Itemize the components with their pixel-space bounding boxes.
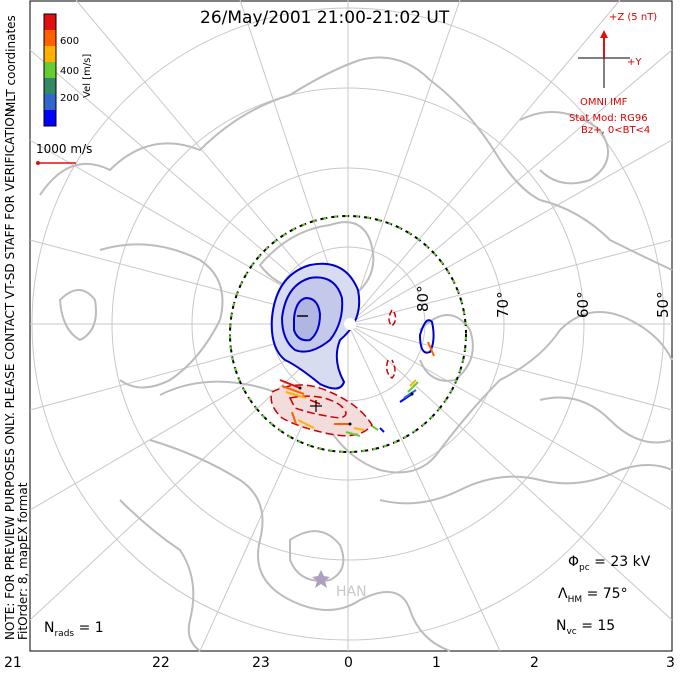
mlt-label-1: 1	[432, 655, 441, 671]
color-scale-bar	[43, 13, 57, 127]
map-title: 26/May/2001 21:00-21:02 UT	[200, 8, 450, 28]
negative-cell-east	[418, 319, 435, 354]
preview-note: NOTE: FOR PREVIEW PURPOSES ONLY. PLEASE …	[3, 104, 30, 640]
phi-pc-stat: Φpc = 23 kV	[568, 554, 651, 573]
mlt-label-0: 0	[344, 655, 353, 671]
imf-z-label: +Z (5 nT)	[609, 12, 658, 23]
scale-tick-600: 600	[60, 36, 80, 47]
plot-frame	[29, 0, 673, 652]
n-vc-value: = 15	[581, 618, 616, 634]
scale-tick-400: 400	[60, 66, 80, 77]
lat-label-70: 70°	[494, 291, 512, 318]
lambda-hm-value: = 75°	[586, 586, 628, 602]
reference-vector-label: 1000 m/s	[36, 142, 93, 156]
scale-label: Vel [m/s]	[82, 53, 93, 98]
longitude-grid	[29, 0, 673, 652]
velocity-vectors	[279, 341, 435, 437]
lat-label-60: 60°	[574, 291, 592, 318]
n-rads-value: = 1	[78, 620, 104, 636]
imf-condition: Bz+, 0<BT<4	[581, 125, 651, 136]
positive-cell-small-2	[385, 359, 396, 379]
station-han-marker	[312, 570, 330, 588]
vector-origins	[298, 386, 414, 426]
mlt-label-23: 23	[252, 655, 270, 671]
lambda-hm-stat: ΛHM = 75°	[558, 586, 628, 605]
imf-y-label: +Y	[627, 57, 642, 68]
station-han-label: HAN	[336, 584, 367, 600]
n-rads-stat: Nrads = 1	[44, 620, 104, 639]
coordinates-label: MLT coordinates	[4, 15, 18, 112]
reference-vector	[36, 161, 76, 165]
imf-source: OMNI IMF	[580, 97, 628, 108]
positive-cell-small-1	[388, 309, 397, 328]
mlt-label-3: 3	[666, 655, 675, 671]
n-vc-stat: Nvc = 15	[556, 618, 616, 637]
mlt-label-2: 2	[530, 655, 539, 671]
scale-tick-200: 200	[60, 93, 80, 104]
hm-boundary-dots	[229, 215, 467, 453]
negative-potential-cell	[270, 262, 361, 390]
imf-stat-model: Stat Mod: RG96	[569, 113, 648, 124]
imf-dial	[578, 30, 630, 88]
phi-pc-value: = 23 kV	[594, 554, 651, 570]
mlt-label-21: 21	[4, 655, 22, 671]
lat-label-50: 50°	[654, 291, 672, 318]
fit-order-note: FitOrder: 8, mapEX format	[16, 482, 30, 640]
lat-label-80: 80°	[414, 285, 432, 312]
mlt-label-22: 22	[152, 655, 170, 671]
